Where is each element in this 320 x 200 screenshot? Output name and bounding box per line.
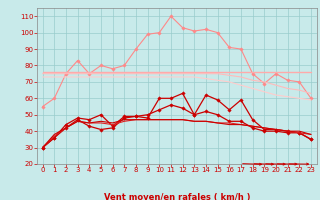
X-axis label: Vent moyen/en rafales ( km/h ): Vent moyen/en rafales ( km/h ) xyxy=(104,193,250,200)
